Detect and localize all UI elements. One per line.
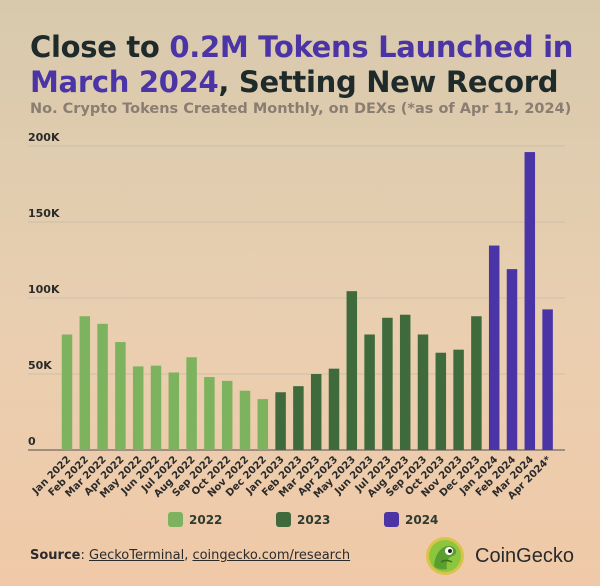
bar-aug-2023 bbox=[399, 314, 411, 450]
source-separator: , bbox=[184, 548, 193, 563]
bar-nov-2023 bbox=[453, 349, 464, 450]
legend-swatch-2024 bbox=[384, 512, 399, 527]
y-tick-label: 0 bbox=[28, 435, 36, 448]
bar-jun-2022 bbox=[150, 365, 162, 450]
bar-jan-2024 bbox=[488, 245, 500, 450]
bar-apr-2022 bbox=[115, 342, 126, 450]
bar-apr-2023 bbox=[328, 368, 340, 450]
legend: 2022 2023 2024 bbox=[0, 512, 600, 532]
source-link-coingecko-research[interactable]: coingecko.com/research bbox=[192, 548, 351, 563]
brand: CoinGecko bbox=[425, 536, 574, 576]
bar-jul-2022 bbox=[168, 372, 180, 450]
bar-jul-2023 bbox=[382, 317, 393, 450]
gecko-logo-icon bbox=[426, 537, 464, 575]
y-tick-label: 100K bbox=[28, 283, 60, 296]
y-tick-label: 150K bbox=[28, 207, 60, 220]
bar-feb-2024 bbox=[506, 269, 518, 450]
legend-label-2022: 2022 bbox=[189, 512, 223, 527]
bar-mar-2024 bbox=[524, 152, 536, 450]
bar-oct-2023 bbox=[435, 352, 447, 450]
title-part-3: , Setting New Record bbox=[218, 65, 559, 99]
bar-dec-2022 bbox=[257, 399, 269, 450]
bar-feb-2022 bbox=[79, 316, 91, 450]
chart-title: Close to 0.2M Tokens Launched in March 2… bbox=[30, 30, 590, 100]
legend-label-2023: 2023 bbox=[297, 512, 331, 527]
right-edge-strip bbox=[600, 0, 606, 586]
source-line: Source: GeckoTerminal, coingecko.com/res… bbox=[30, 548, 351, 563]
bar-oct-2022 bbox=[221, 380, 233, 450]
brand-name: CoinGecko bbox=[475, 544, 574, 567]
bar-mar-2023 bbox=[310, 374, 322, 450]
bar-sep-2022 bbox=[204, 377, 215, 450]
legend-swatch-2022 bbox=[168, 512, 183, 527]
legend-item-2024: 2024 bbox=[384, 512, 438, 527]
bar-dec-2023 bbox=[471, 316, 482, 450]
y-tick-label: 50K bbox=[28, 359, 52, 372]
legend-swatch-2023 bbox=[276, 512, 291, 527]
bar-jun-2023 bbox=[364, 334, 375, 450]
bar-aug-2022 bbox=[186, 357, 197, 450]
legend-label-2024: 2024 bbox=[405, 512, 439, 527]
legend-item-2023: 2023 bbox=[276, 512, 330, 527]
bar-feb-2023 bbox=[293, 386, 304, 450]
bar-jan-2023 bbox=[275, 392, 286, 450]
bar-may-2023 bbox=[346, 291, 358, 450]
source-prefix: Source bbox=[30, 548, 81, 563]
chart-subtitle: No. Crypto Tokens Created Monthly, on DE… bbox=[30, 101, 572, 117]
legend-item-2022: 2022 bbox=[168, 512, 222, 527]
y-tick-label: 200K bbox=[28, 131, 60, 144]
title-part-1: Close to bbox=[30, 30, 170, 64]
bar-sep-2023 bbox=[417, 334, 429, 450]
bar-apr-2024- bbox=[542, 309, 553, 450]
bar-nov-2022 bbox=[239, 390, 251, 450]
title-highlight: 0.2M Tokens Launched in March 2024 bbox=[30, 30, 574, 99]
bar-jan-2022 bbox=[61, 334, 73, 450]
bar-may-2022 bbox=[132, 366, 144, 450]
bar-mar-2022 bbox=[97, 323, 108, 450]
source-link-geckoterminal[interactable]: GeckoTerminal bbox=[89, 548, 185, 563]
